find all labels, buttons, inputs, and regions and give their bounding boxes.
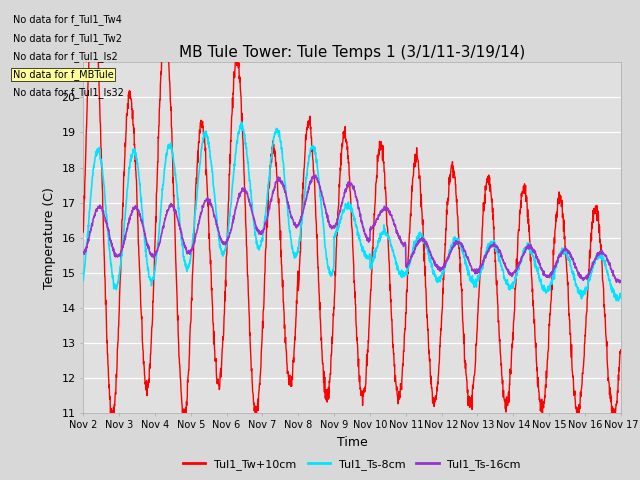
Y-axis label: Temperature (C): Temperature (C): [43, 187, 56, 288]
Text: No data for f_Tul1_Is2: No data for f_Tul1_Is2: [13, 51, 118, 62]
Legend: Tul1_Tw+10cm, Tul1_Ts-8cm, Tul1_Ts-16cm: Tul1_Tw+10cm, Tul1_Ts-8cm, Tul1_Ts-16cm: [179, 455, 525, 474]
Text: No data for f_MBTule: No data for f_MBTule: [13, 69, 113, 80]
Title: MB Tule Tower: Tule Temps 1 (3/1/11-3/19/14): MB Tule Tower: Tule Temps 1 (3/1/11-3/19…: [179, 45, 525, 60]
Text: No data for f_Tul1_Is32: No data for f_Tul1_Is32: [13, 87, 124, 98]
Text: No data for f_Tul1_Tw4: No data for f_Tul1_Tw4: [13, 14, 122, 25]
X-axis label: Time: Time: [337, 436, 367, 449]
Text: No data for f_Tul1_Tw2: No data for f_Tul1_Tw2: [13, 33, 122, 44]
